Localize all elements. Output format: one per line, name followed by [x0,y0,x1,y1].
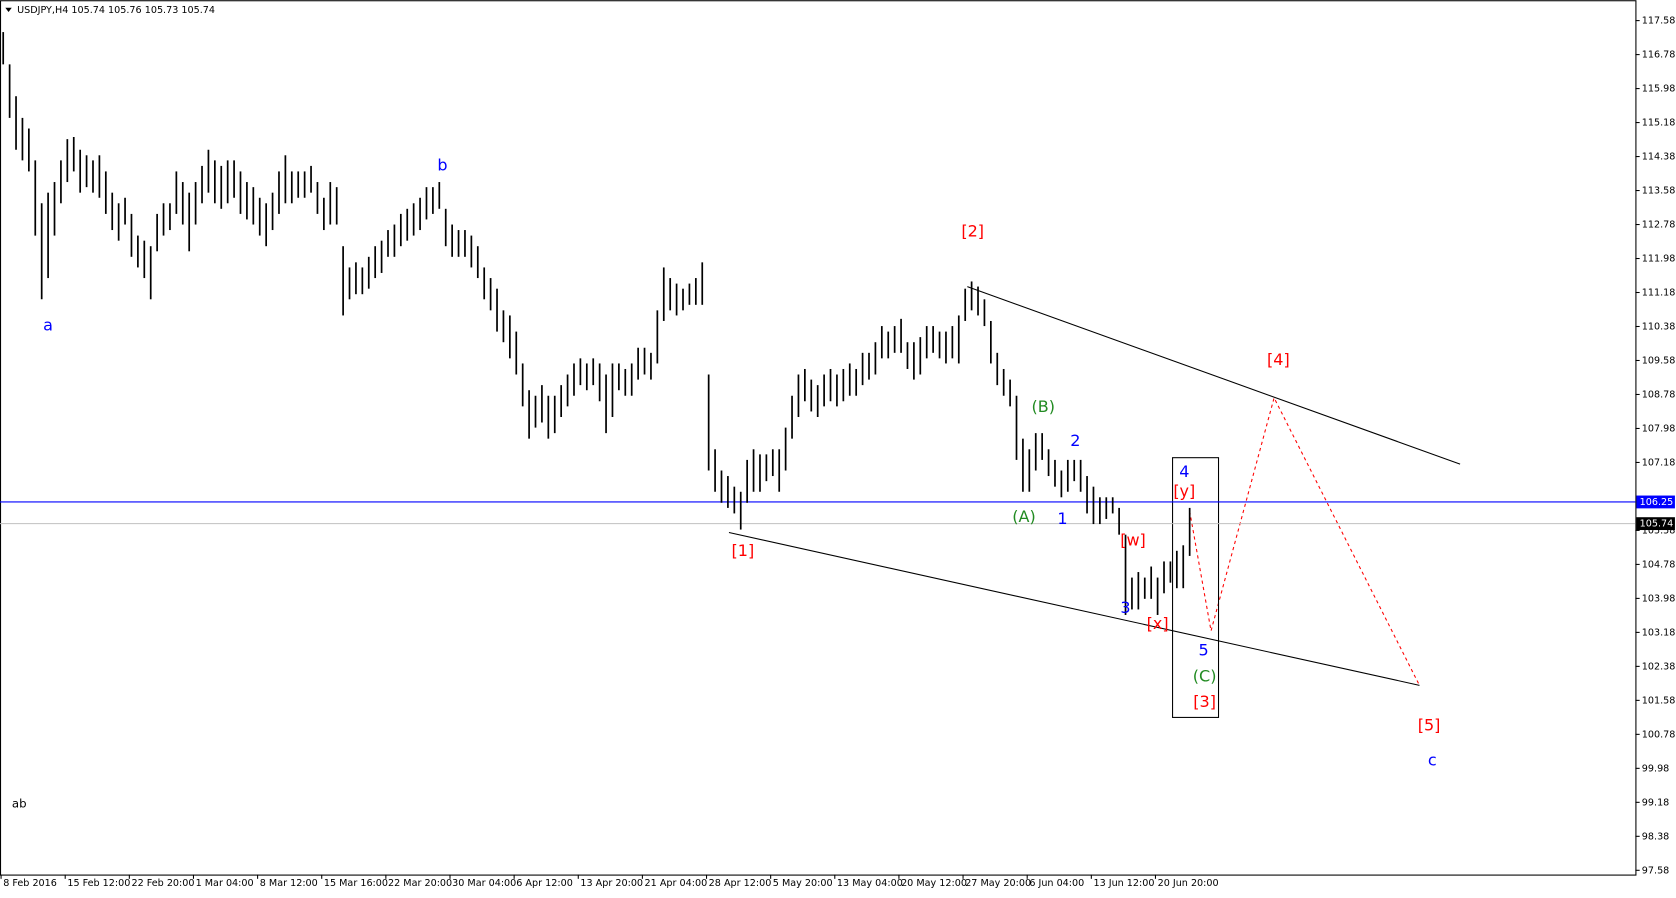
y-tick-label: 107.18 [1642,457,1676,468]
projection-path [1189,396,1420,686]
wave-label: [4] [1267,350,1290,369]
wave-label: [w] [1120,531,1146,550]
x-tick-label: 5 May 20:00 [773,878,833,889]
price-level-label: 105.74 [1640,519,1674,530]
x-tick-label: 22 Mar 20:00 [388,878,452,889]
x-tick-label: 20 May 12:00 [901,878,967,889]
y-tick-label: 113.58 [1642,186,1676,197]
x-tick-label: 20 Jun 20:00 [1158,878,1219,889]
wave-label: [1] [732,541,755,560]
wave-label: [5] [1418,715,1441,734]
x-tick-label: 6 Apr 12:00 [516,878,573,889]
y-tick-label: 114.38 [1642,152,1676,163]
y-tick-label: 109.58 [1642,355,1676,366]
y-tick-label: 99.18 [1642,797,1670,808]
y-tick-label: 107.98 [1642,423,1676,434]
wave-label: [2] [961,222,984,241]
y-tick-label: 108.78 [1642,389,1676,400]
y-tick-label: 102.38 [1642,661,1676,672]
y-tick-label: 111.98 [1642,254,1676,265]
x-tick-label: 15 Mar 16:00 [324,878,388,889]
y-tick-label: 111.18 [1642,288,1676,299]
y-tick-label: 98.38 [1642,831,1670,842]
x-tick-label: 27 May 20:00 [965,878,1031,889]
wave-label: [3] [1193,692,1216,711]
wave-label: 4 [1179,462,1189,481]
wave-label: 1 [1057,509,1067,528]
y-tick-label: 99.98 [1642,763,1670,774]
x-tick-label: 8 Feb 2016 [3,878,57,889]
x-tick-label: 13 May 04:00 [837,878,903,889]
upper-trendline [967,286,1461,465]
y-tick-label: 97.58 [1642,865,1670,876]
x-tick-label: 13 Apr 20:00 [580,878,643,889]
y-tick-label: 112.78 [1642,220,1676,231]
x-tick-label: 8 Mar 12:00 [260,878,318,889]
x-tick-label: 1 Mar 04:00 [196,878,254,889]
y-tick-label: 110.38 [1642,321,1676,332]
y-tick-label: 103.98 [1642,593,1676,604]
symbol-header: USDJPY,H4 105.74 105.76 105.73 105.74 [17,5,215,16]
x-tick-label: 6 Jun 04:00 [1029,878,1084,889]
y-tick-label: 105.58 [1642,525,1676,536]
x-tick-label: 13 Jun 12:00 [1093,878,1154,889]
y-tick-label: 116.78 [1642,50,1676,61]
y-tick-label: 101.58 [1642,695,1676,706]
x-tick-label: 22 Feb 20:00 [131,878,194,889]
wave-label: [y] [1173,481,1195,500]
wave-label: 3 [1120,598,1130,617]
wave-label: b [437,155,447,174]
highlight-box [1172,457,1220,718]
y-tick-label: 117.58 [1642,16,1676,27]
y-tick-label: 104.78 [1642,559,1676,570]
x-tick-label: 15 Feb 12:00 [67,878,130,889]
x-tick-label: 21 Apr 04:00 [645,878,708,889]
y-tick-label: 115.98 [1642,84,1676,95]
wave-label: a [43,316,53,335]
wave-label: [x] [1147,614,1169,633]
price-level-box [1636,517,1675,531]
price-level-label: 106.25 [1640,497,1674,508]
drawings [728,286,1461,718]
x-tick-label: 28 Apr 12:00 [709,878,772,889]
wave-label: (A) [1012,507,1035,526]
price-level-box [1636,495,1675,509]
lower-trendline [728,531,1420,686]
wave-label: (C) [1193,666,1217,685]
wave-label: 2 [1070,431,1080,450]
y-tick-label: 100.78 [1642,729,1676,740]
wave-label: ab [12,797,27,811]
y-tick-label: 103.18 [1642,627,1676,638]
x-tick-label: 30 Mar 04:00 [452,878,516,889]
y-tick-label: 115.18 [1642,118,1676,129]
wave-label: c [1428,751,1437,770]
plot-frame [0,0,1637,876]
wave-label: (B) [1031,397,1054,416]
menu-icon [5,7,12,12]
wave-label: 5 [1198,641,1208,660]
